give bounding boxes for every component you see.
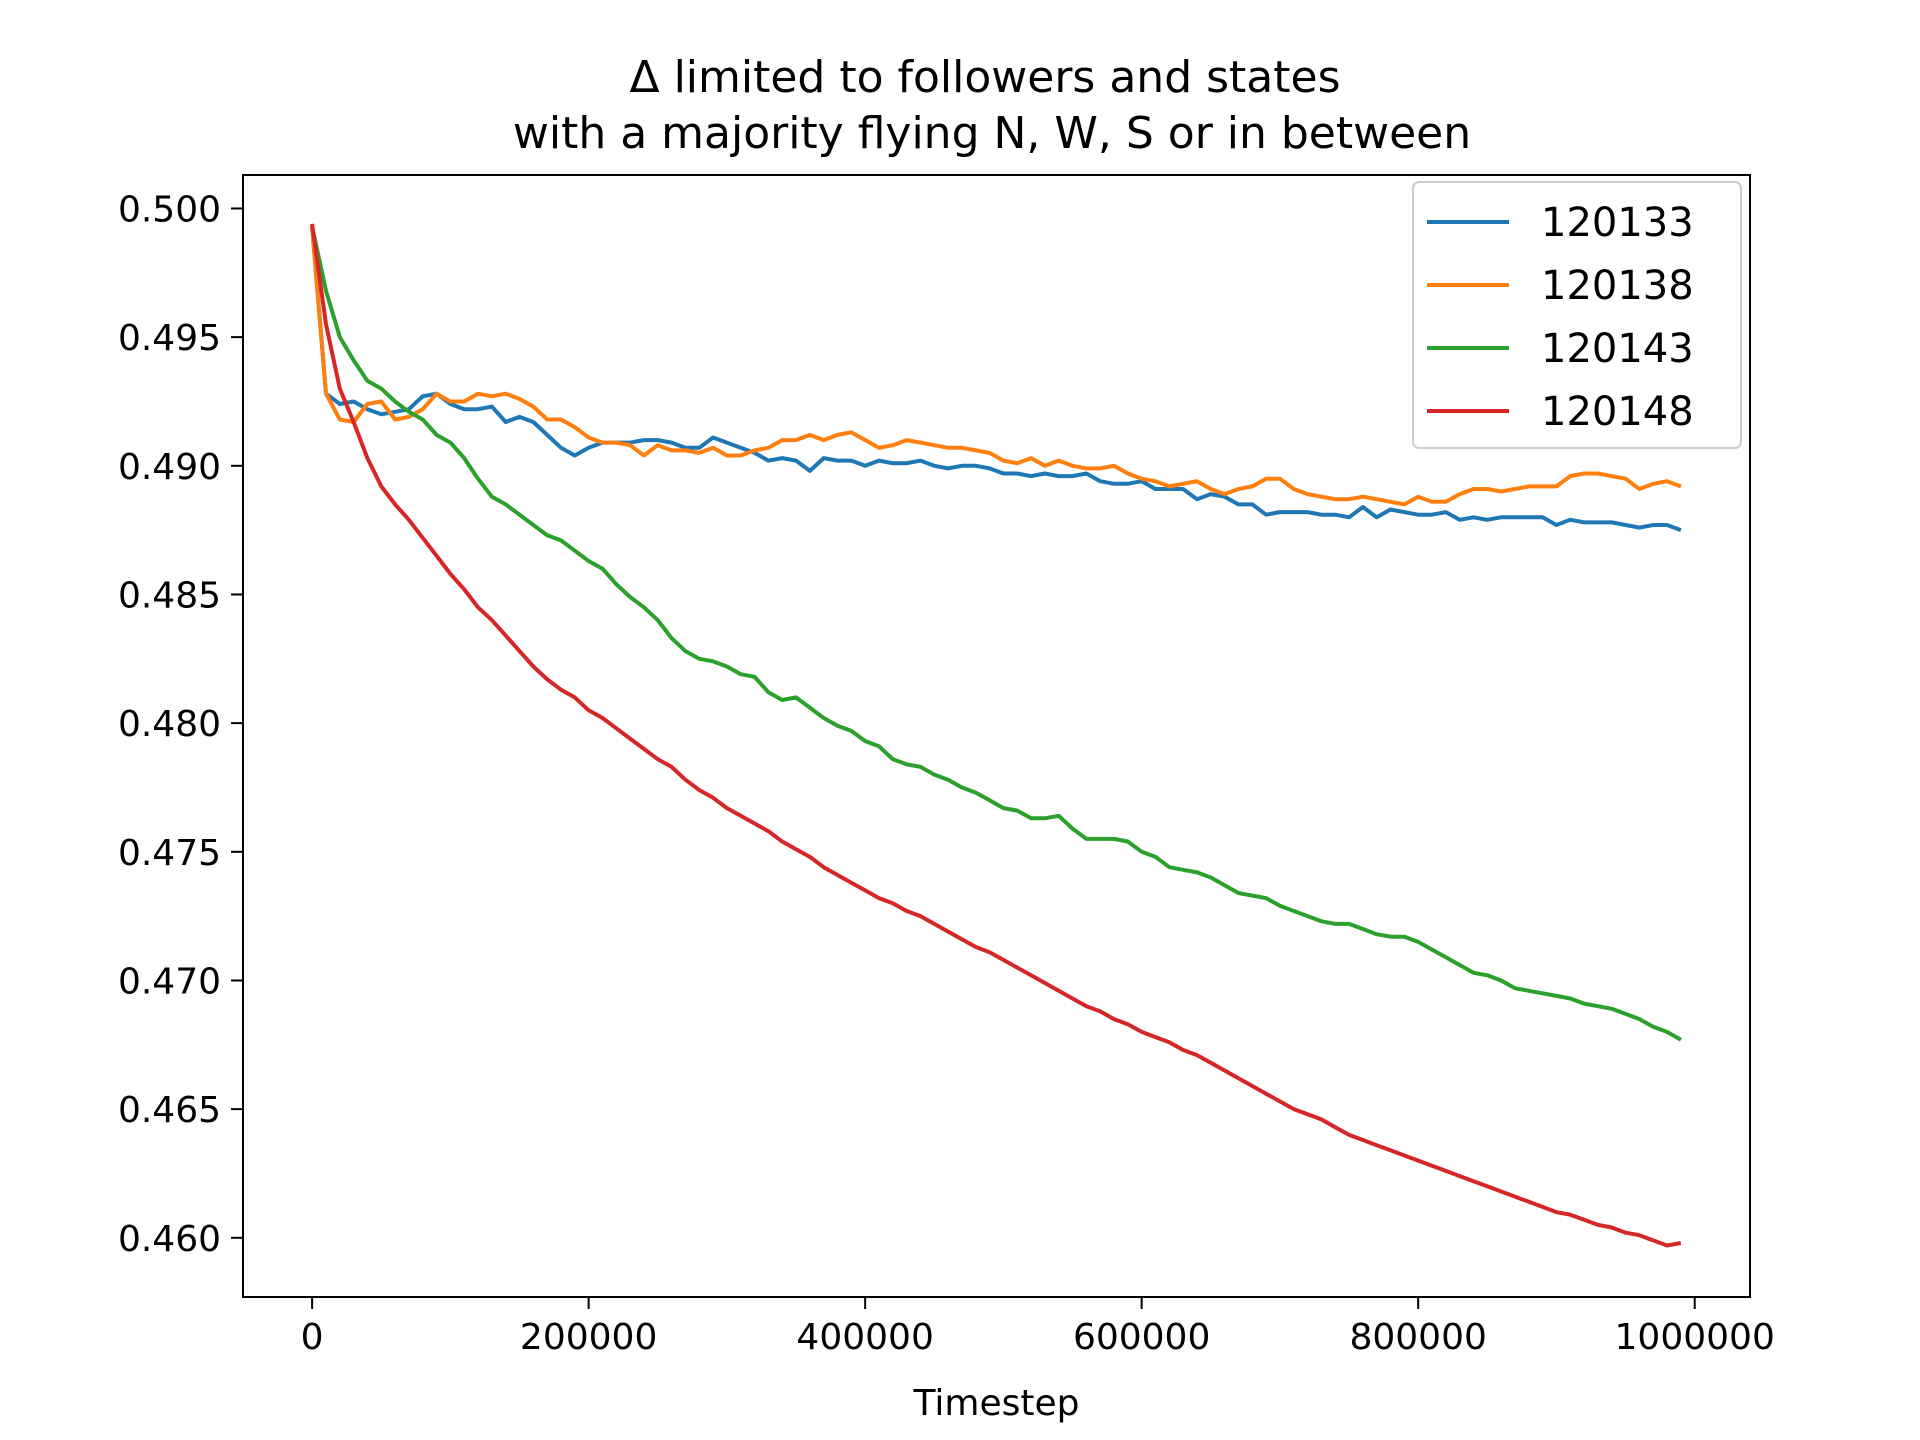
series-line-120143: [310, 226, 1682, 1042]
x-axis-label: Timestep: [913, 1383, 1080, 1424]
x-tick-label: 200000: [520, 1317, 657, 1358]
y-tick-label: 0.475: [118, 833, 221, 874]
y-tick-label: 0.465: [118, 1090, 221, 1131]
series-line-120133: [310, 226, 1682, 532]
plot-area-frame: [242, 174, 1751, 1298]
chart-title-line-2: with a majority flying N, W, S or in bet…: [513, 108, 1471, 159]
y-tick-label: 0.500: [118, 189, 221, 230]
y-tick-label: 0.495: [118, 318, 221, 359]
x-axis-ticks: 0 200000 400000 600000 800000 1000000: [301, 1297, 1775, 1358]
chart-title-line-1: Δ limited to followers and states: [629, 52, 1340, 103]
legend-label-120143: 120143: [1541, 326, 1694, 372]
chart-title: Δ limited to followers and states with a…: [513, 52, 1471, 159]
y-tick-label: 0.490: [118, 447, 221, 488]
series-line-120138: [310, 226, 1682, 507]
legend: 120133 120138 120143 120148: [1412, 181, 1742, 449]
x-tick-label: 800000: [1349, 1317, 1486, 1358]
x-tick-label: 400000: [796, 1317, 933, 1358]
y-tick-label: 0.470: [118, 961, 221, 1002]
series-line-120148: [310, 223, 1682, 1248]
legend-label-120133: 120133: [1541, 200, 1694, 246]
x-tick-label: 1000000: [1615, 1317, 1775, 1358]
plot-series: [310, 223, 1682, 1248]
x-tick-label: 600000: [1073, 1317, 1210, 1358]
y-tick-label: 0.485: [118, 575, 221, 616]
legend-label-120138: 120138: [1541, 263, 1694, 309]
y-tick-label: 0.460: [118, 1219, 221, 1260]
legend-box: [1412, 181, 1742, 449]
y-axis-ticks: 0.460 0.465 0.470 0.475 0.480 0.485 0.490 0.495…: [118, 189, 243, 1260]
x-tick-label: 0: [301, 1317, 324, 1358]
y-tick-label: 0.480: [118, 704, 221, 745]
legend-label-120148: 120148: [1541, 389, 1694, 435]
